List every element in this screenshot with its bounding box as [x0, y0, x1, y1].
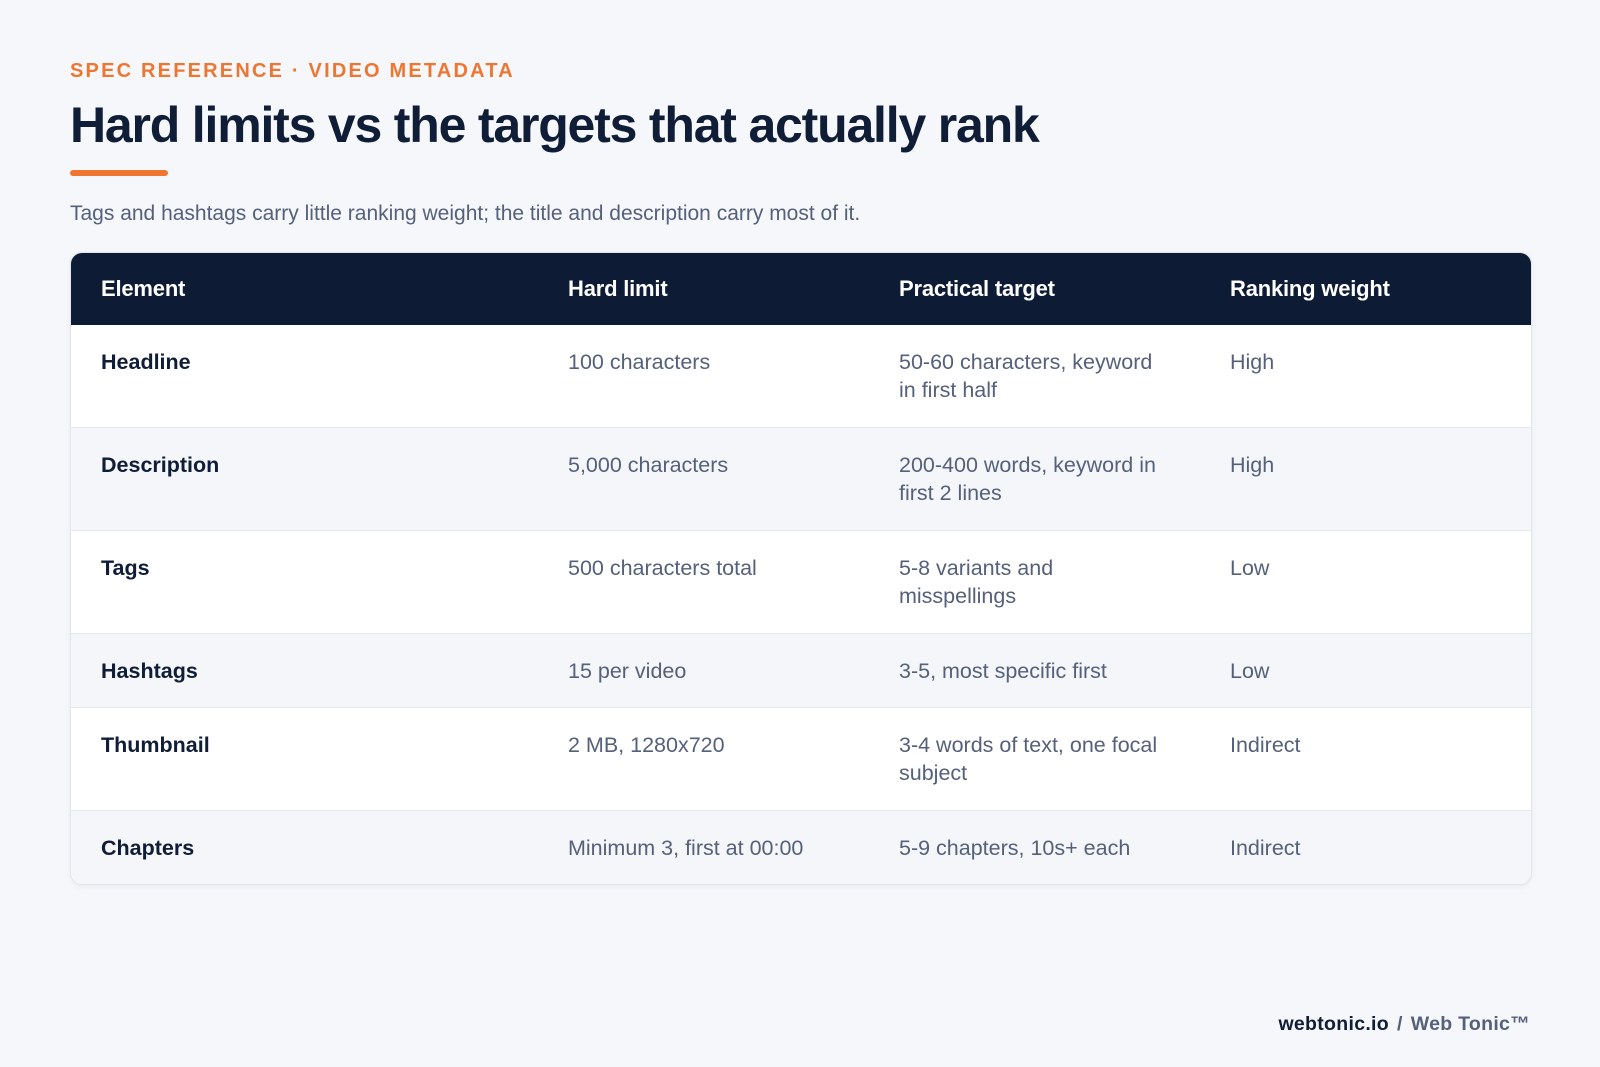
cell-element: Hashtags	[71, 633, 538, 708]
cell-hard-limit: 500 characters total	[538, 530, 869, 634]
cell-hard-limit: 2 MB, 1280x720	[538, 707, 869, 811]
column-header-hard-limit: Hard limit	[538, 253, 869, 325]
cell-ranking-weight: High	[1200, 427, 1531, 531]
eyebrow-label: SPEC REFERENCE · VIDEO METADATA	[70, 60, 515, 82]
column-header-practical-target: Practical target	[869, 253, 1200, 325]
cell-practical-target: 5-8 variants and misspellings	[869, 530, 1200, 634]
footer-credit: webtonic.io / Web Tonic™	[1278, 1013, 1530, 1036]
cell-hard-limit: 100 characters	[568, 350, 711, 374]
accent-rule	[70, 170, 168, 176]
column-header-ranking-weight: Ranking weight	[1200, 253, 1531, 325]
cell-practical-target: 3-5, most specific first	[869, 633, 1200, 708]
footer-separator: /	[1397, 1013, 1403, 1035]
cell-element: Tags	[71, 530, 538, 634]
cell-element: Chapters	[71, 810, 538, 884]
cell-hard-limit: Minimum 3, first at 00:00	[538, 810, 869, 884]
footer-site: webtonic.io	[1278, 1013, 1389, 1035]
cell-element: Headline	[101, 350, 191, 374]
table-row: Headline 100 characters 50-60 characters…	[71, 325, 1531, 428]
spec-table-card: Element Hard limit Practical target Rank…	[70, 252, 1532, 885]
cell-element: Thumbnail	[71, 707, 538, 811]
cell-practical-target: 5-9 chapters, 10s+ each	[869, 810, 1200, 884]
cell-ranking-weight: Indirect	[1200, 810, 1531, 884]
page-subtitle: Tags and hashtags carry little ranking w…	[70, 202, 861, 225]
cell-element: Description	[71, 427, 538, 531]
cell-practical-target: 200-400 words, keyword in first 2 lines	[869, 427, 1200, 531]
column-header-element: Element	[71, 253, 538, 325]
footer-brand: Web Tonic™	[1410, 1013, 1530, 1035]
cell-hard-limit: 5,000 characters	[538, 427, 869, 531]
cell-ranking-weight: Low	[1200, 633, 1531, 708]
cell-ranking-weight: Low	[1200, 530, 1531, 634]
table-row: Chapters Minimum 3, first at 00:00 5-9 c…	[71, 810, 1531, 884]
table-row: Description 5,000 characters 200-400 wor…	[71, 427, 1531, 531]
cell-practical-target: 3-4 words of text, one focal subject	[869, 707, 1200, 811]
spec-table: Element Hard limit Practical target Rank…	[71, 253, 1531, 884]
page: SPEC REFERENCE · VIDEO METADATA Hard lim…	[70, 58, 1532, 885]
table-row: Hashtags 15 per video 3-5, most specific…	[71, 633, 1531, 708]
cell-ranking-weight: Indirect	[1200, 707, 1531, 811]
cell-hard-limit: 15 per video	[538, 633, 869, 708]
page-title: Hard limits vs the targets that actually…	[70, 97, 1040, 153]
table-row: Thumbnail 2 MB, 1280x720 3-4 words of te…	[71, 707, 1531, 811]
table-row: Tags 500 characters total 5-8 variants a…	[71, 530, 1531, 634]
cell-ranking-weight: High	[1230, 350, 1275, 374]
table-body: Headline 100 characters 50-60 characters…	[71, 325, 1531, 884]
cell-practical-target: 50-60 characters, keyword in first half	[899, 350, 1153, 402]
table-header: Element Hard limit Practical target Rank…	[71, 253, 1531, 325]
